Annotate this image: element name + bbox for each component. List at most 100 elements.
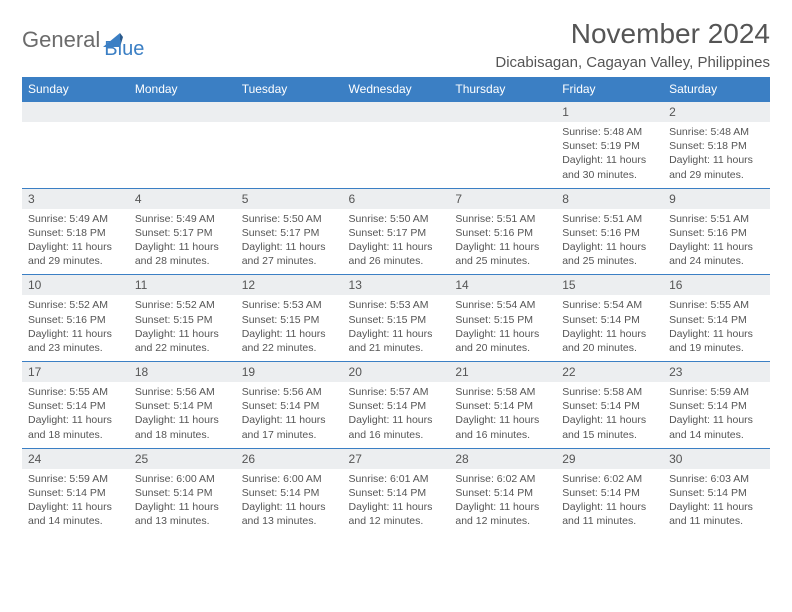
day-cell: Sunrise: 5:58 AMSunset: 5:14 PMDaylight:… [449,382,556,448]
sunset-text: Sunset: 5:15 PM [455,313,550,327]
day-cell: Sunrise: 5:59 AMSunset: 5:14 PMDaylight:… [22,469,129,535]
day-cell: Sunrise: 5:51 AMSunset: 5:16 PMDaylight:… [449,209,556,275]
daylight-text: Daylight: 11 hours and 22 minutes. [242,327,337,355]
sunset-text: Sunset: 5:15 PM [349,313,444,327]
daylight-text: Daylight: 11 hours and 29 minutes. [28,240,123,268]
sunrise-text: Sunrise: 5:53 AM [242,298,337,312]
sunrise-text: Sunrise: 6:02 AM [455,472,550,486]
sunrise-text: Sunrise: 5:59 AM [669,385,764,399]
sunset-text: Sunset: 5:14 PM [242,399,337,413]
sunrise-text: Sunrise: 5:55 AM [669,298,764,312]
day-number: 23 [663,362,770,383]
sunrise-text: Sunrise: 5:51 AM [455,212,550,226]
daylight-text: Daylight: 11 hours and 11 minutes. [669,500,764,528]
day-cell: Sunrise: 6:03 AMSunset: 5:14 PMDaylight:… [663,469,770,535]
sunrise-text: Sunrise: 6:00 AM [135,472,230,486]
sunset-text: Sunset: 5:14 PM [135,399,230,413]
sunrise-text: Sunrise: 5:48 AM [562,125,657,139]
day-cell [236,122,343,188]
day-number: 4 [129,188,236,209]
day-number: 17 [22,362,129,383]
sunset-text: Sunset: 5:16 PM [455,226,550,240]
sunrise-text: Sunrise: 5:56 AM [242,385,337,399]
sunset-text: Sunset: 5:18 PM [669,139,764,153]
day-number: 7 [449,188,556,209]
sunrise-text: Sunrise: 5:57 AM [349,385,444,399]
day-number: 14 [449,275,556,296]
day-cell: Sunrise: 5:59 AMSunset: 5:14 PMDaylight:… [663,382,770,448]
content-row: Sunrise: 5:48 AMSunset: 5:19 PM Daylight:… [22,122,770,188]
day-number: 18 [129,362,236,383]
daylight-text: Daylight: 11 hours and 11 minutes. [562,500,657,528]
daylight-text: Daylight: 11 hours and 15 minutes. [562,413,657,441]
sunset-text: Sunset: 5:14 PM [349,486,444,500]
day-number: 29 [556,448,663,469]
daynum-row: 24252627282930 [22,448,770,469]
day-cell: Sunrise: 6:02 AMSunset: 5:14 PMDaylight:… [556,469,663,535]
sunrise-text: Sunrise: 5:49 AM [28,212,123,226]
day-header-row: Sunday Monday Tuesday Wednesday Thursday… [22,77,770,102]
calendar-table: Sunday Monday Tuesday Wednesday Thursday… [22,77,770,534]
sunset-text: Sunset: 5:16 PM [28,313,123,327]
sunrise-text: Sunrise: 6:03 AM [669,472,764,486]
daylight-text: Daylight: 11 hours and 22 minutes. [135,327,230,355]
daylight-text: Daylight: 11 hours and 18 minutes. [28,413,123,441]
day-number: 26 [236,448,343,469]
content-row: Sunrise: 5:55 AMSunset: 5:14 PMDaylight:… [22,382,770,448]
day-number: 10 [22,275,129,296]
sunrise-text: Sunrise: 5:53 AM [349,298,444,312]
sunrise-text: Sunrise: 5:51 AM [562,212,657,226]
daylight-text: Daylight: 11 hours and 20 minutes. [562,327,657,355]
logo-text-2: Blue [104,38,144,61]
daylight-text: Daylight: 11 hours and 18 minutes. [135,413,230,441]
day-number: 13 [343,275,450,296]
daylight-text: Daylight: 11 hours and 25 minutes. [455,240,550,268]
daylight-text: Daylight: 11 hours and 28 minutes. [135,240,230,268]
day-cell: Sunrise: 5:53 AMSunset: 5:15 PMDaylight:… [343,295,450,361]
day-cell: Sunrise: 5:56 AMSunset: 5:14 PMDaylight:… [129,382,236,448]
day-number [343,102,450,123]
daylight-text: Daylight: 11 hours and 16 minutes. [349,413,444,441]
sunset-text: Sunset: 5:14 PM [28,399,123,413]
content-row: Sunrise: 5:52 AMSunset: 5:16 PMDaylight:… [22,295,770,361]
daynum-row: 10111213141516 [22,275,770,296]
day-cell: Sunrise: 5:55 AMSunset: 5:14 PMDaylight:… [22,382,129,448]
sunset-text: Sunset: 5:14 PM [669,486,764,500]
day-number [22,102,129,123]
day-cell: Sunrise: 5:55 AMSunset: 5:14 PMDaylight:… [663,295,770,361]
sunset-text: Sunset: 5:14 PM [669,313,764,327]
daylight-text: Daylight: 11 hours and 14 minutes. [669,413,764,441]
day-cell: Sunrise: 5:58 AMSunset: 5:14 PMDaylight:… [556,382,663,448]
sunset-text: Sunset: 5:14 PM [28,486,123,500]
daynum-row: 3456789 [22,188,770,209]
sunset-text: Sunset: 5:15 PM [242,313,337,327]
day-number: 2 [663,102,770,123]
sunset-text: Sunset: 5:17 PM [349,226,444,240]
daylight-text: Daylight: 11 hours and 29 minutes. [669,153,764,181]
sunrise-text: Sunrise: 5:49 AM [135,212,230,226]
location-text: Dicabisagan, Cagayan Valley, Philippines [495,54,770,71]
sunset-text: Sunset: 5:16 PM [562,226,657,240]
day-cell: Sunrise: 5:53 AMSunset: 5:15 PMDaylight:… [236,295,343,361]
sunrise-text: Sunrise: 6:01 AM [349,472,444,486]
day-cell [343,122,450,188]
day-number [236,102,343,123]
daylight-text: Daylight: 11 hours and 19 minutes. [669,327,764,355]
day-number: 24 [22,448,129,469]
day-number: 30 [663,448,770,469]
day-number: 25 [129,448,236,469]
sunrise-text: Sunrise: 5:54 AM [455,298,550,312]
logo: General Blue [22,18,144,61]
day-number: 6 [343,188,450,209]
day-number: 28 [449,448,556,469]
daynum-row: 17181920212223 [22,362,770,383]
day-header: Thursday [449,77,556,102]
day-cell: Sunrise: 5:54 AMSunset: 5:15 PMDaylight:… [449,295,556,361]
day-number: 20 [343,362,450,383]
sunset-text: Sunset: 5:19 PM [562,139,657,153]
title-block: November 2024 Dicabisagan, Cagayan Valle… [495,18,770,71]
daylight-text: Daylight: 11 hours and 23 minutes. [28,327,123,355]
sunset-text: Sunset: 5:15 PM [135,313,230,327]
day-cell: Sunrise: 5:50 AMSunset: 5:17 PMDaylight:… [236,209,343,275]
day-cell: Sunrise: 5:48 AMSunset: 5:18 PMDaylight:… [663,122,770,188]
